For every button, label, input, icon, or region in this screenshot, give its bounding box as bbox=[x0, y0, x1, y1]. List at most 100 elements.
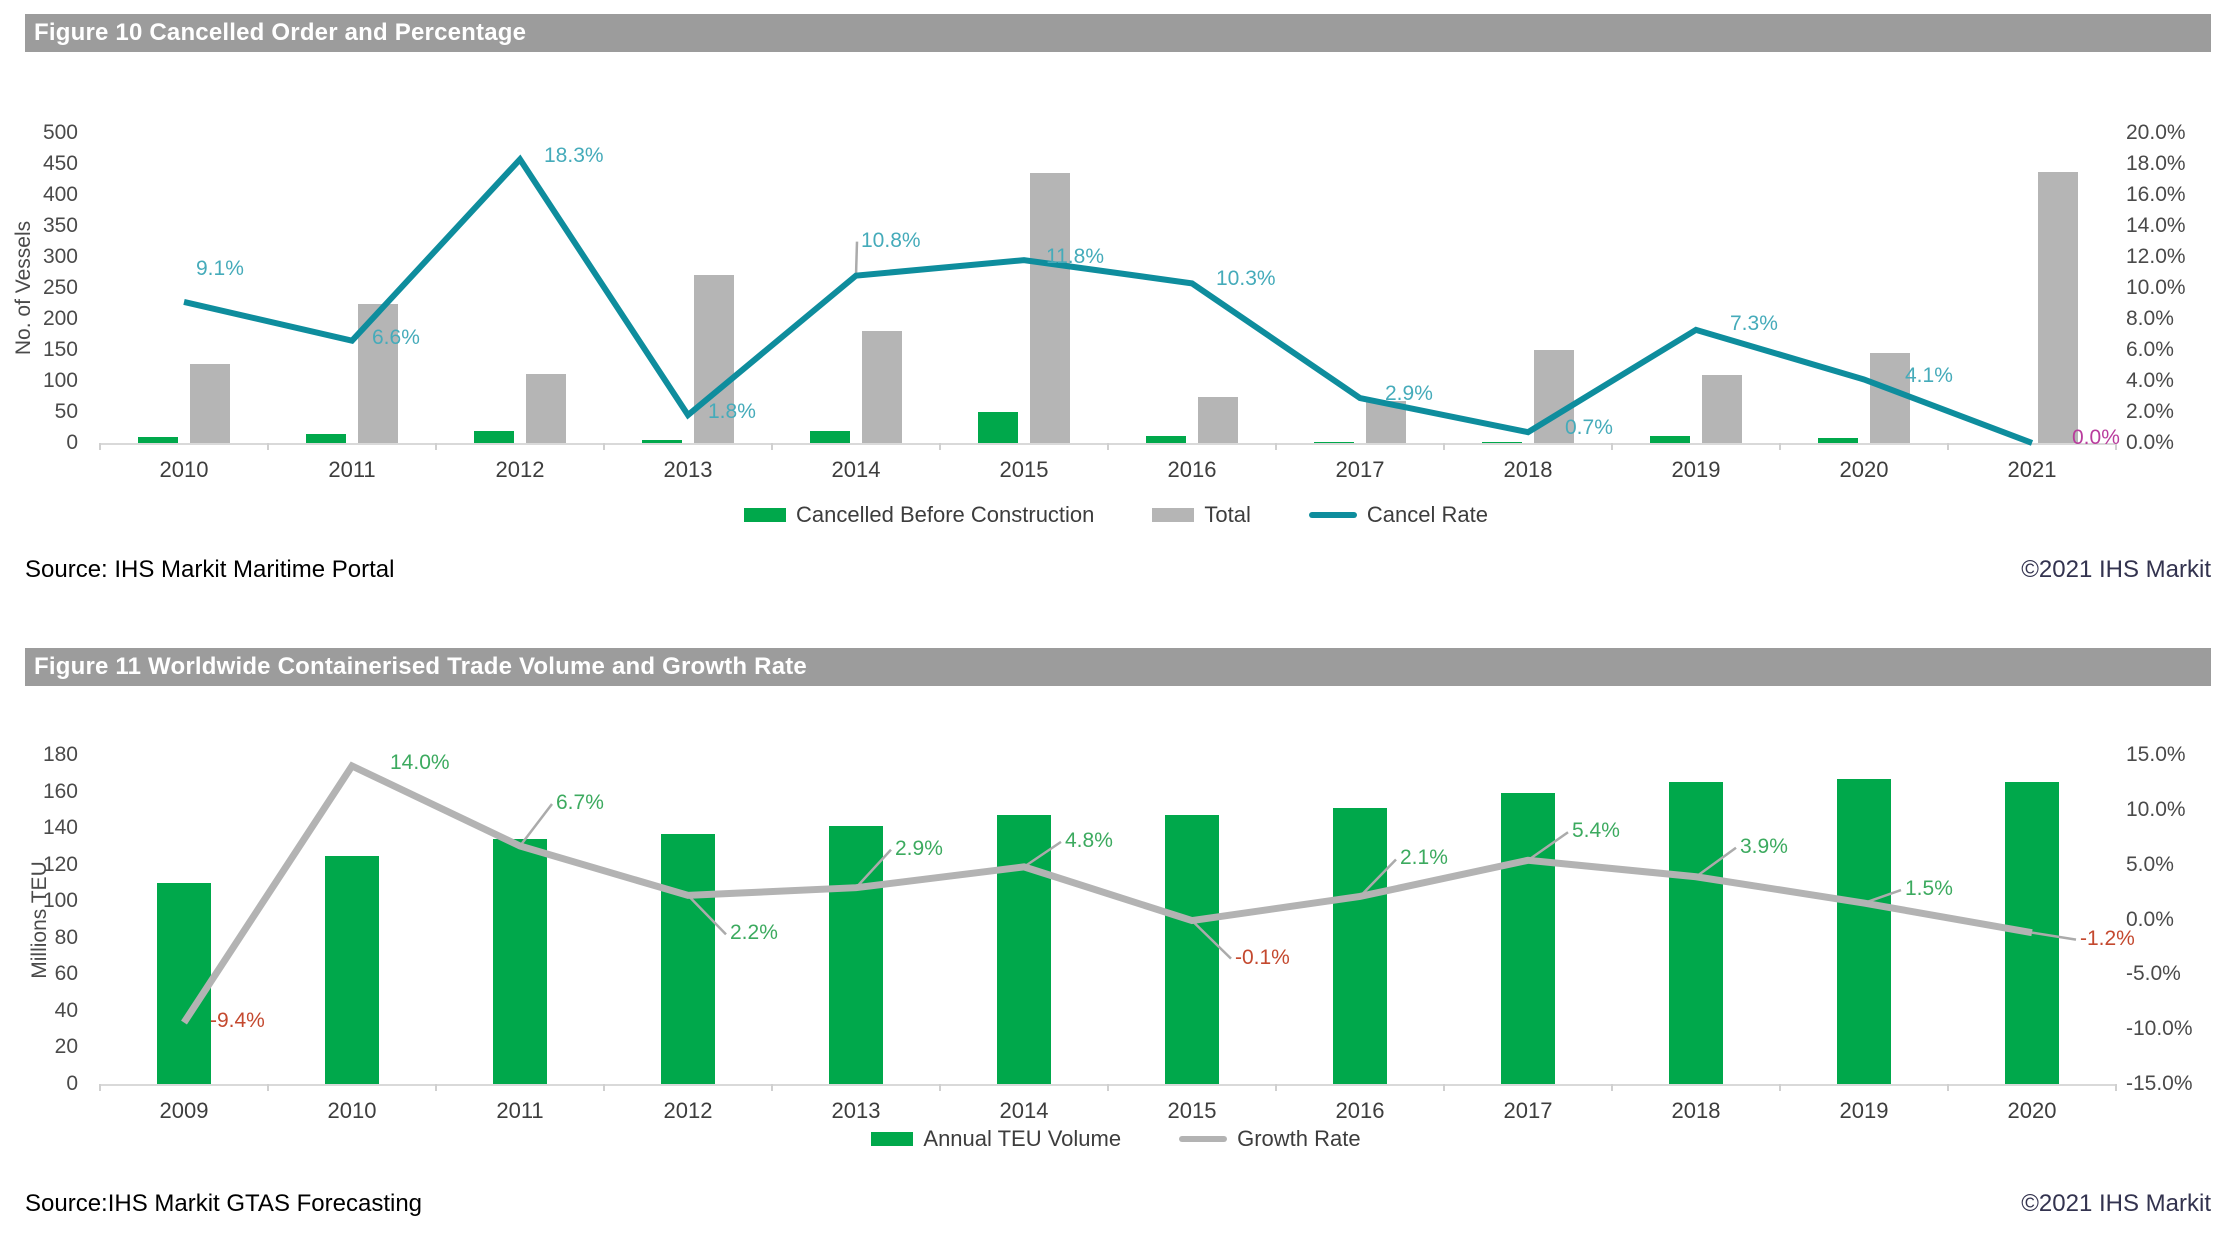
x-axis-tick bbox=[1107, 443, 1109, 450]
figure10-legend: Cancelled Before Construction Total Cancel… bbox=[0, 500, 2232, 530]
y-axis-left-tick: 100 bbox=[42, 369, 78, 392]
data-label-leader-line bbox=[519, 803, 553, 847]
y-axis-left-tick: 80 bbox=[54, 925, 78, 949]
x-axis-category-label: 2013 bbox=[663, 457, 713, 482]
y-axis-right-tick: 16.0% bbox=[2126, 183, 2186, 206]
y-axis-left-tick: 450 bbox=[42, 152, 78, 175]
data-label-2009: -9.4% bbox=[210, 1008, 265, 1032]
figure11-copyright: ©2021 IHS Markit bbox=[2021, 1190, 2211, 1217]
x-axis-category-label: 2011 bbox=[328, 457, 376, 482]
bar-total-2013 bbox=[694, 274, 734, 443]
x-axis-tick bbox=[603, 443, 605, 450]
legend-swatch-rect bbox=[744, 508, 787, 522]
x-axis-tick bbox=[1947, 1084, 1949, 1091]
data-label-2013: 2.9% bbox=[895, 836, 943, 860]
y-axis-left-tick: 160 bbox=[42, 779, 78, 803]
x-axis-tick bbox=[939, 443, 941, 450]
x-axis-tick bbox=[1611, 443, 1613, 450]
data-label-2012: 2.2% bbox=[730, 921, 778, 945]
bar-total-2014 bbox=[862, 331, 902, 443]
y-axis-right-tick: 12.0% bbox=[2126, 245, 2186, 268]
x-axis-category-label: 2016 bbox=[1335, 1098, 1385, 1123]
y-axis-left-tick: 60 bbox=[54, 962, 78, 986]
data-label-2021: 0.0% bbox=[2072, 426, 2120, 449]
data-label-leader-line bbox=[854, 241, 859, 276]
data-label-2010: 14.0% bbox=[390, 750, 450, 774]
y-axis-right-tick: 15.0% bbox=[2126, 743, 2186, 766]
bar-cancelled-before-construction-2016 bbox=[1146, 435, 1186, 443]
y-axis-left-tick: 20 bbox=[54, 1035, 78, 1059]
x-axis-category-label: 2011 bbox=[496, 1098, 544, 1123]
bar-total-2015 bbox=[1030, 172, 1070, 443]
y-axis-left-tick: 300 bbox=[42, 245, 78, 268]
figure11-source-row: Source:IHS Markit GTAS Forecasting ©2021… bbox=[25, 1190, 2211, 1218]
y-axis-right-tick: 4.0% bbox=[2126, 369, 2174, 392]
y-axis-left-tick: 120 bbox=[42, 852, 78, 876]
x-axis-category-label: 2012 bbox=[495, 457, 545, 482]
bar-cancelled-before-construction-2018 bbox=[1482, 442, 1522, 443]
data-label-2012: 18.3% bbox=[544, 144, 604, 168]
y-axis-left-tick: 180 bbox=[42, 743, 78, 766]
data-label-2010: 9.1% bbox=[196, 256, 244, 280]
x-axis-tick bbox=[1443, 1084, 1445, 1091]
x-axis-tick bbox=[1779, 1084, 1781, 1091]
x-axis-category-label: 2014 bbox=[831, 457, 881, 482]
y-axis-right-tick: 10.0% bbox=[2126, 797, 2186, 821]
data-label-2013: 1.8% bbox=[708, 400, 756, 424]
bar-cancelled-before-construction-2017 bbox=[1314, 441, 1354, 443]
x-axis-tick bbox=[771, 443, 773, 450]
y-axis-left-tick: 0 bbox=[66, 431, 78, 454]
x-axis-tick bbox=[435, 1084, 437, 1091]
bar-annual-teu-volume-2012 bbox=[661, 833, 715, 1084]
bar-cancelled-before-construction-2012 bbox=[474, 430, 514, 443]
legend-item-annual-teu-volume: Annual TEU Volume bbox=[871, 1126, 1121, 1152]
x-axis-tick bbox=[1275, 1084, 1277, 1091]
x-axis-tick bbox=[99, 1084, 101, 1091]
data-label-leader-line bbox=[1359, 858, 1397, 898]
figure11-title: Figure 11 Worldwide Containerised Trade … bbox=[34, 653, 807, 680]
data-label-2018: 0.7% bbox=[1565, 416, 1613, 440]
bar-total-2020 bbox=[1870, 353, 1910, 443]
data-label-2016: 10.3% bbox=[1216, 267, 1276, 291]
data-label-2020: -1.2% bbox=[2080, 926, 2135, 950]
growth-rate-line bbox=[181, 761, 2033, 1025]
data-label-2015: -0.1% bbox=[1235, 945, 1290, 969]
y-axis-left-tick: 500 bbox=[42, 121, 78, 144]
legend-label: Cancel Rate bbox=[1366, 502, 1488, 527]
x-axis-category-label: 2019 bbox=[1839, 1098, 1889, 1123]
x-axis-category-label: 2015 bbox=[999, 457, 1049, 482]
figure10-title: Figure 10 Cancelled Order and Percentage bbox=[34, 19, 527, 46]
y-axis-left-tick: 400 bbox=[42, 183, 78, 206]
y-axis-left-tick: 200 bbox=[42, 307, 78, 330]
bar-total-2016 bbox=[1198, 396, 1238, 443]
x-axis-tick bbox=[2115, 443, 2117, 450]
data-label-2011: 6.7% bbox=[556, 791, 604, 815]
figure11-source: Source:IHS Markit GTAS Forecasting bbox=[25, 1190, 423, 1217]
x-axis-tick bbox=[99, 443, 101, 450]
x-axis-tick bbox=[1779, 443, 1781, 450]
y-axis-right-tick: -10.0% bbox=[2126, 1017, 2193, 1041]
x-axis-category-label: 2016 bbox=[1167, 457, 1217, 482]
y-axis-right-tick: 5.0% bbox=[2126, 852, 2174, 876]
figure11-title-bar: Figure 11 Worldwide Containerised Trade … bbox=[25, 648, 2211, 686]
data-label-leader-line bbox=[1023, 840, 1062, 868]
x-axis-category-label: 2018 bbox=[1671, 1098, 1721, 1123]
x-axis-category-label: 2018 bbox=[1503, 457, 1553, 482]
data-label-leader-line bbox=[855, 848, 892, 889]
figure10-copyright: ©2021 IHS Markit bbox=[2021, 556, 2211, 583]
y-axis-left-tick: 150 bbox=[42, 338, 78, 361]
bar-annual-teu-volume-2015 bbox=[1165, 815, 1219, 1084]
data-label-2014: 10.8% bbox=[861, 228, 921, 252]
x-axis-category-label: 2020 bbox=[1839, 457, 1889, 482]
figure11-legend: Annual TEU Volume Growth Rate bbox=[0, 1124, 2232, 1154]
legend-item-growth-rate: Growth Rate bbox=[1179, 1126, 1361, 1152]
data-label-leader-line bbox=[2031, 931, 2077, 941]
data-label-2017: 2.9% bbox=[1385, 382, 1433, 406]
y-axis-right-tick: 18.0% bbox=[2126, 152, 2186, 175]
y-axis-right-tick: 2.0% bbox=[2126, 400, 2174, 423]
y-axis-right-tick: 8.0% bbox=[2126, 307, 2174, 330]
